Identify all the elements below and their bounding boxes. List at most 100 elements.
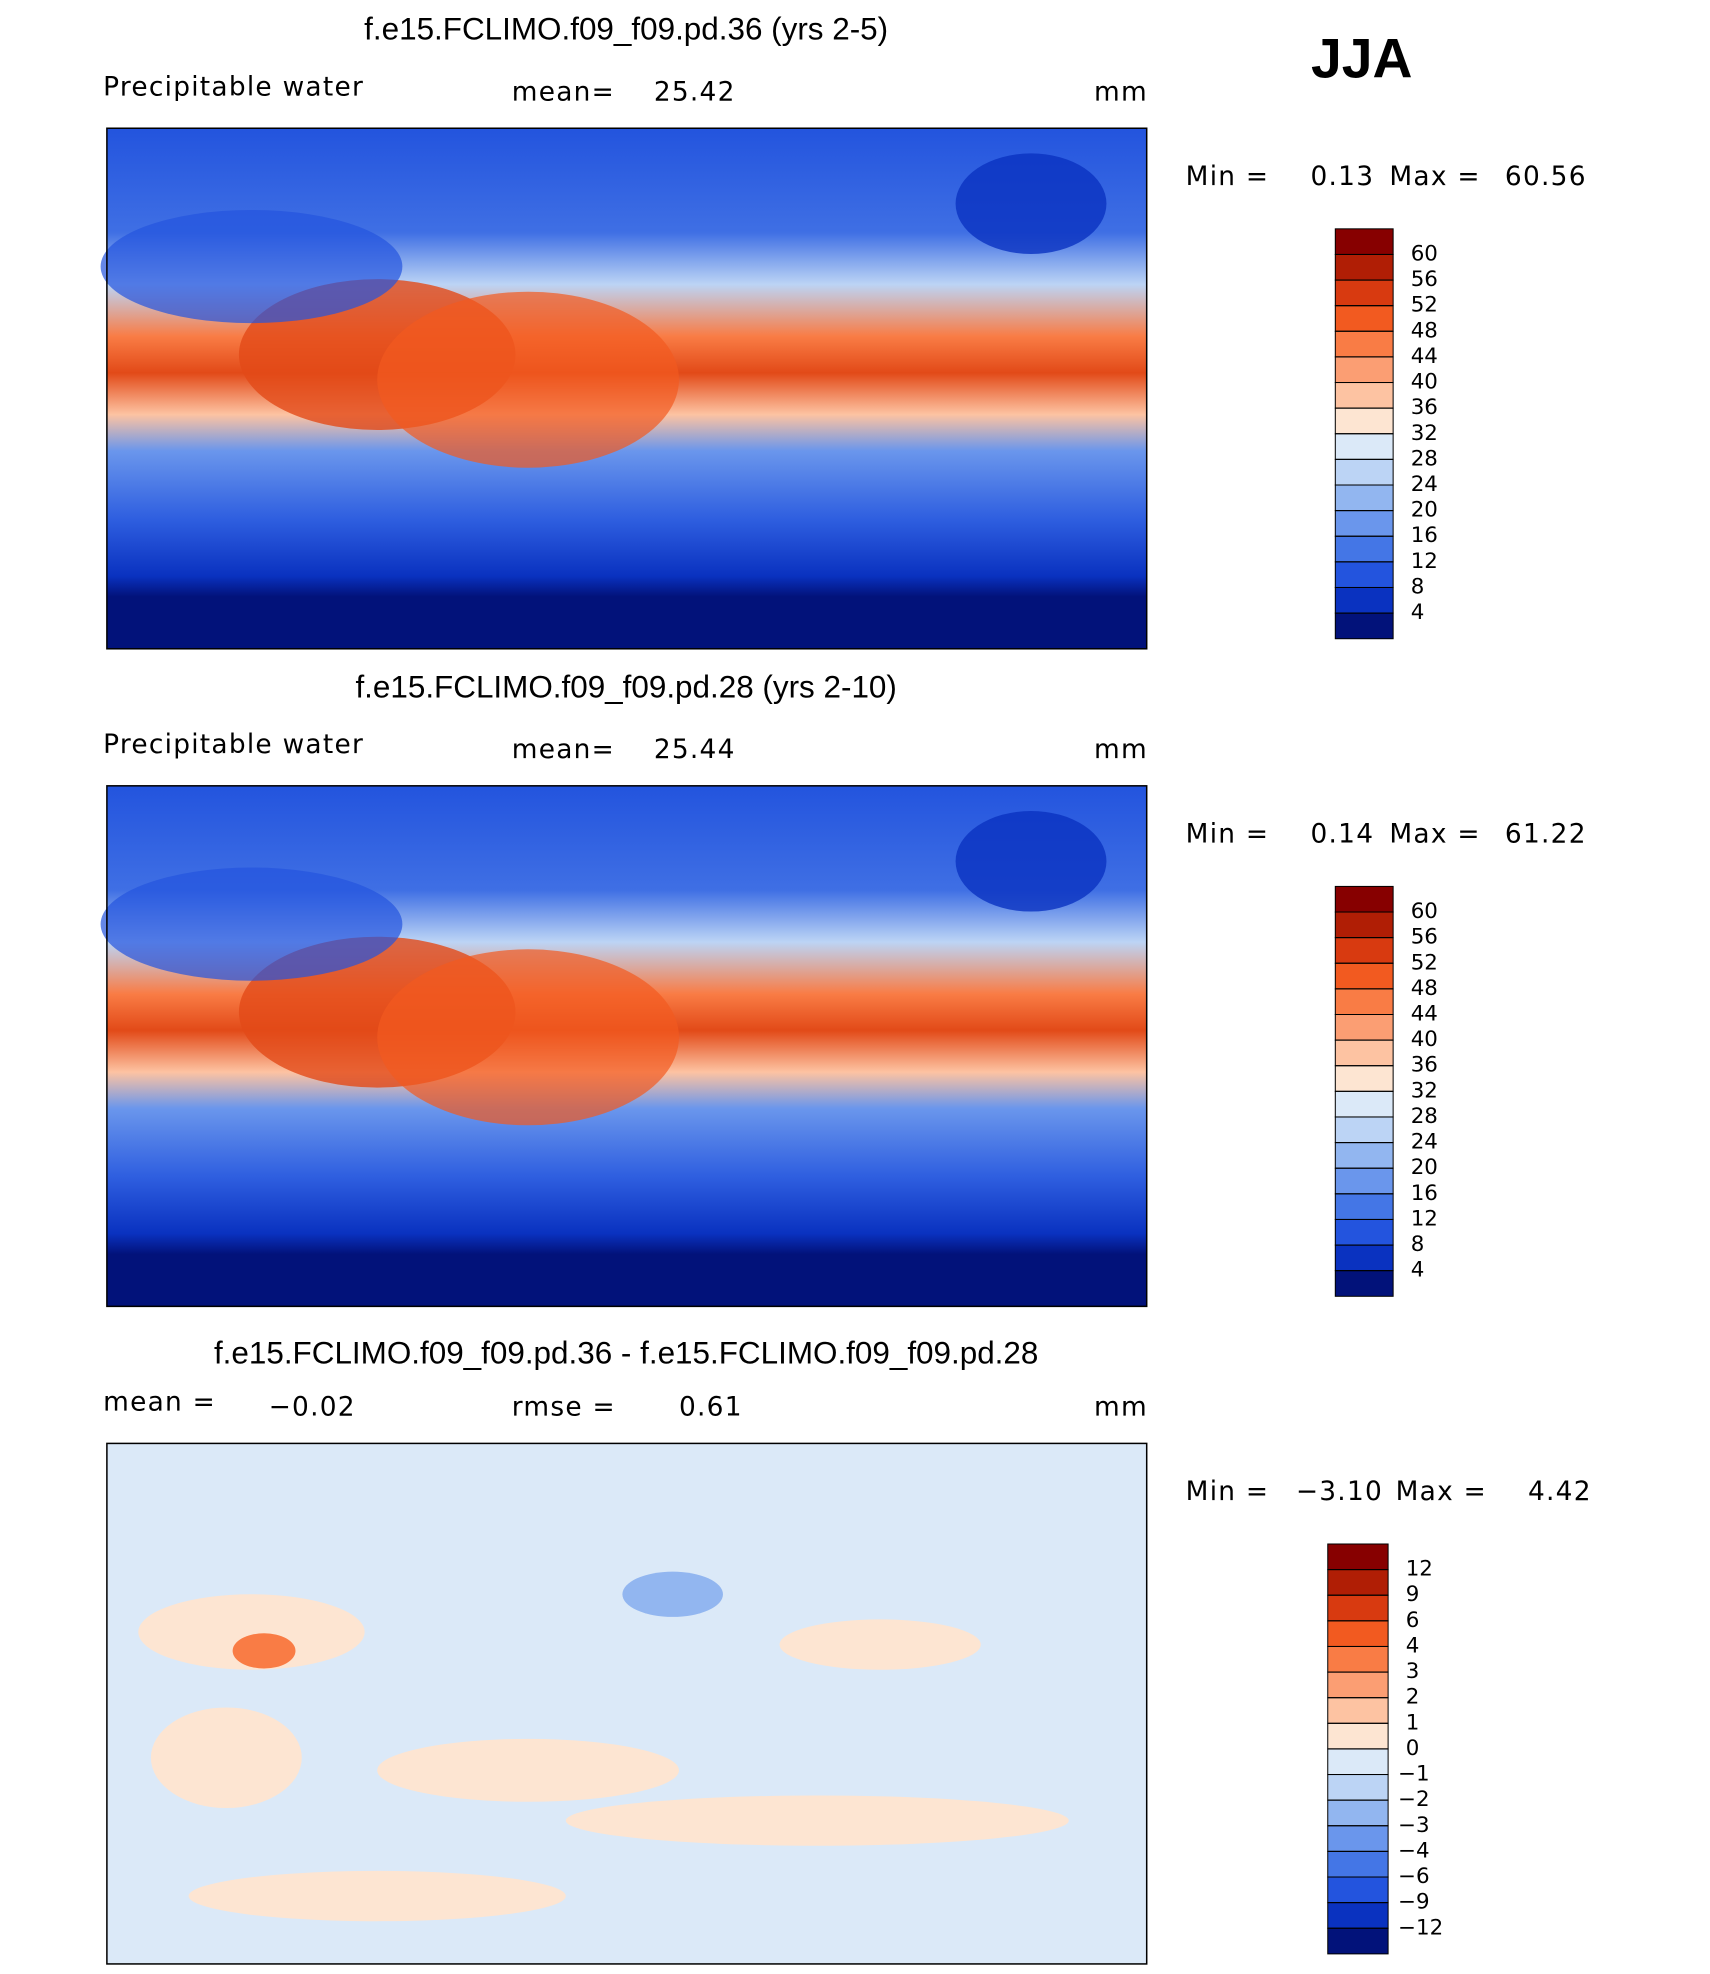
colorbar-label: 28: [1411, 446, 1438, 471]
colorbar-label: 24: [1411, 472, 1438, 497]
colorbar-box: [1334, 1244, 1394, 1272]
panel-title: f.e15.FCLIMO.f09_f09.pd.28 (yrs 2-10): [355, 669, 896, 704]
colorbar-label: −2: [1398, 1787, 1430, 1812]
colorbar-label: 20: [1411, 1155, 1438, 1180]
colorbar-label: 4: [1411, 600, 1425, 625]
colorbar-label: −4: [1398, 1838, 1430, 1863]
colorbar-box: [1334, 510, 1394, 537]
max-label: Max =: [1389, 161, 1480, 192]
colorbar-box: [1334, 484, 1394, 512]
map-shading: [377, 291, 679, 468]
colorbar-label: 56: [1411, 267, 1438, 292]
units: mm: [1094, 1392, 1148, 1423]
map-shading: [955, 810, 1107, 912]
min-value: 0.13: [1310, 161, 1374, 192]
map-shading: [377, 1738, 679, 1802]
left-label: mean =: [103, 1387, 216, 1418]
colorbar-label: 60: [1411, 899, 1438, 924]
colorbar-box: [1327, 1722, 1389, 1750]
map-shading: [100, 867, 403, 981]
colorbar-box: [1334, 937, 1394, 964]
min-label: Min =: [1186, 1476, 1270, 1507]
panel-title: f.e15.FCLIMO.f09_f09.pd.36 - f.e15.FCLIM…: [214, 1336, 1038, 1371]
max-value: 61.22: [1505, 818, 1587, 849]
left-label: Precipitable water: [103, 72, 364, 103]
colorbar-box: [1327, 1799, 1389, 1827]
map-shading: [150, 1707, 302, 1809]
min-label: Min =: [1186, 818, 1270, 849]
map-shading: [138, 1594, 365, 1670]
colorbar-label: 44: [1411, 344, 1438, 369]
colorbar-box: [1334, 458, 1394, 486]
colorbar-label: 12: [1411, 1206, 1438, 1231]
colorbar-box: [1327, 1850, 1389, 1878]
map-shading: [377, 949, 679, 1126]
colorbar-box: [1327, 1927, 1389, 1955]
map-shading: [622, 1571, 723, 1617]
colorbar-box: [1334, 1167, 1394, 1195]
colorbar-label: 56: [1411, 925, 1438, 950]
max-value: 60.56: [1505, 161, 1587, 192]
colorbar-box: [1334, 1065, 1394, 1092]
colorbar-label: 48: [1411, 976, 1438, 1001]
colorbar-box: [1334, 1039, 1394, 1067]
colorbar-label: −3: [1398, 1813, 1430, 1838]
stat-label: mean=: [512, 734, 615, 765]
min-value: 0.14: [1310, 818, 1374, 849]
colorbar-label: 6: [1406, 1608, 1420, 1633]
colorbar-box: [1334, 1193, 1394, 1220]
colorbar-label: 36: [1411, 395, 1438, 420]
map-shading: [232, 1633, 296, 1669]
colorbar-box: [1334, 305, 1394, 332]
colorbar-label: 16: [1411, 523, 1438, 548]
colorbar-label: 8: [1411, 574, 1425, 599]
colorbar-label: −1: [1398, 1762, 1430, 1787]
colorbar-label: −9: [1398, 1890, 1430, 1915]
colorbar-box: [1334, 228, 1394, 255]
colorbar-label: 36: [1411, 1053, 1438, 1078]
colorbar-box: [1334, 330, 1394, 358]
stat-label: rmse =: [512, 1392, 616, 1423]
colorbar-box: [1334, 1218, 1394, 1246]
colorbar-label: 16: [1411, 1181, 1438, 1206]
colorbar-label: 40: [1411, 1027, 1438, 1052]
colorbar-box: [1334, 433, 1394, 460]
colorbar-box: [1327, 1825, 1389, 1852]
left-label: Precipitable water: [103, 729, 364, 760]
colorbar-box: [1334, 279, 1394, 307]
colorbar-label: 4: [1411, 1258, 1425, 1283]
colorbar-label: 24: [1411, 1130, 1438, 1155]
colorbar-label: 1: [1406, 1710, 1420, 1735]
colorbar-label: −6: [1398, 1864, 1430, 1889]
stat-value: 25.42: [654, 77, 736, 108]
colorbar-box: [1327, 1697, 1389, 1724]
colorbar-label: 12: [1411, 549, 1438, 574]
colorbar-box: [1334, 1090, 1394, 1118]
colorbar-box: [1334, 253, 1394, 281]
stat-label: mean=: [512, 77, 615, 108]
colorbar-box: [1334, 586, 1394, 614]
colorbar-label: 2: [1406, 1685, 1420, 1710]
season-label: JJA: [1311, 27, 1412, 89]
colorbar-box: [1327, 1594, 1389, 1622]
colorbar-box: [1327, 1876, 1389, 1904]
colorbar-box: [1334, 382, 1394, 409]
units: mm: [1094, 77, 1148, 108]
colorbar-label: 12: [1406, 1557, 1433, 1582]
colorbar-box: [1334, 407, 1394, 435]
map-shading: [188, 1870, 566, 1922]
colorbar-label: 28: [1411, 1104, 1438, 1129]
map-shading: [955, 153, 1107, 254]
max-label: Max =: [1389, 818, 1480, 849]
panel-title: f.e15.FCLIMO.f09_f09.pd.36 (yrs 2-5): [364, 12, 888, 47]
map-frame: [106, 127, 1148, 650]
map-frame: [106, 785, 1148, 1308]
colorbar-label: 48: [1411, 318, 1438, 343]
colorbar-label: 4: [1406, 1633, 1420, 1658]
colorbar-box: [1334, 1014, 1394, 1041]
colorbar-box: [1334, 535, 1394, 563]
colorbar-box: [1334, 1116, 1394, 1144]
stat-value: 25.44: [654, 734, 736, 765]
left-value: −0.02: [269, 1392, 356, 1423]
